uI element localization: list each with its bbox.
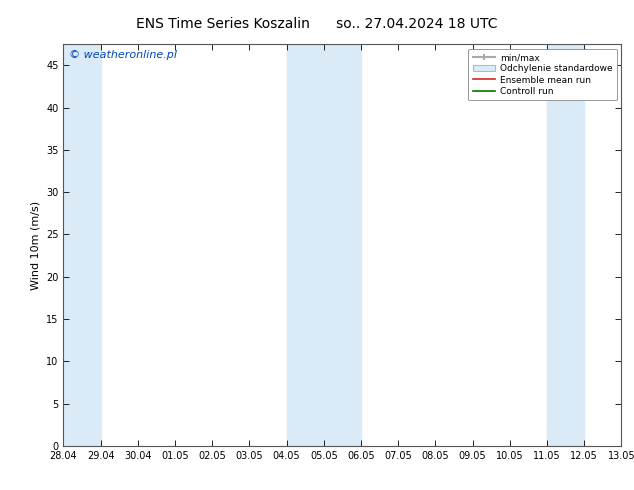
Text: ENS Time Series Koszalin      so.. 27.04.2024 18 UTC: ENS Time Series Koszalin so.. 27.04.2024… — [136, 17, 498, 31]
Legend: min/max, Odchylenie standardowe, Ensemble mean run, Controll run: min/max, Odchylenie standardowe, Ensembl… — [468, 49, 617, 100]
Y-axis label: Wind 10m (m/s): Wind 10m (m/s) — [30, 200, 41, 290]
Bar — [287, 44, 361, 446]
Bar — [547, 44, 584, 446]
Text: © weatheronline.pl: © weatheronline.pl — [69, 50, 177, 60]
Bar — [63, 44, 101, 446]
